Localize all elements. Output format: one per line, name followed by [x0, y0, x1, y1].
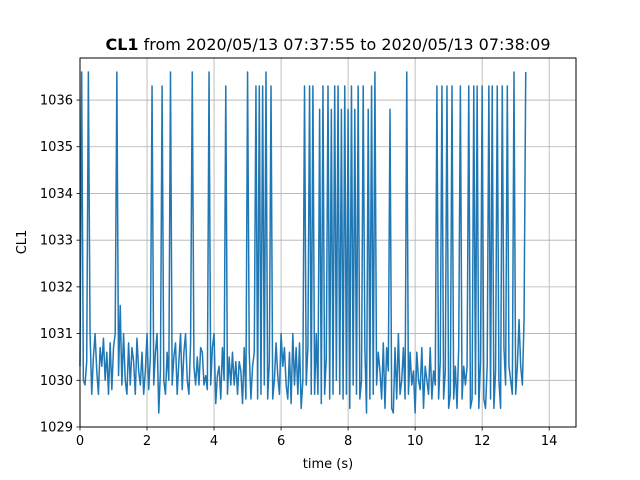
- ticks-layer: 0 2 4 6 8 10 12 14 1029 1030 1031 1032 1033 1034 1035 1…: [40, 94, 558, 449]
- x-tick-label: 2: [143, 434, 151, 449]
- x-tick-label: 4: [210, 434, 218, 449]
- y-tick-label: 1031: [40, 327, 73, 342]
- series-line-0: [79, 71, 527, 414]
- x-tick-label: 12: [474, 434, 491, 449]
- x-axis-label: time (s): [303, 457, 353, 472]
- x-tick-label: 10: [407, 434, 424, 449]
- chart-title-bold: CL1: [105, 35, 138, 54]
- y-tick-label: 1030: [40, 374, 73, 389]
- chart-title-rest: from 2020/05/13 07:37:55 to 2020/05/13 0…: [139, 35, 551, 54]
- y-tick-label: 1029: [40, 421, 73, 436]
- y-tick-label: 1032: [40, 280, 73, 295]
- x-tick-label: 8: [344, 434, 352, 449]
- y-axis-label: CL1: [15, 230, 30, 255]
- y-tick-label: 1035: [40, 140, 73, 155]
- y-tick-label: 1034: [40, 187, 73, 202]
- x-tick-label: 14: [541, 434, 558, 449]
- chart-title: CL1 from 2020/05/13 07:37:55 to 2020/05/…: [105, 35, 550, 54]
- series-layer: [79, 71, 527, 414]
- plot-frame: [79, 57, 577, 428]
- x-tick-label: 0: [76, 434, 84, 449]
- y-tick-label: 1033: [40, 234, 73, 249]
- y-tick-label: 1036: [40, 94, 73, 109]
- x-tick-label: 6: [277, 434, 285, 449]
